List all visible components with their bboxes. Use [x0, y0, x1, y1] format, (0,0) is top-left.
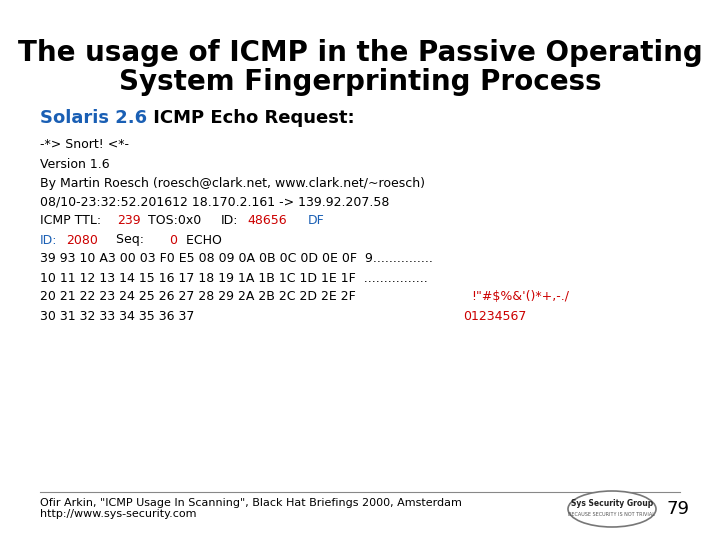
Text: 79: 79	[667, 500, 690, 518]
Text: The usage of ICMP in the Passive Operating: The usage of ICMP in the Passive Operati…	[17, 39, 703, 67]
Text: Solaris 2.6: Solaris 2.6	[40, 109, 147, 127]
Text: ECHO: ECHO	[178, 233, 222, 246]
Text: Ofir Arkin, "ICMP Usage In Scanning", Black Hat Briefings 2000, Amsterdam: Ofir Arkin, "ICMP Usage In Scanning", Bl…	[40, 498, 462, 508]
Text: Sys Security Group: Sys Security Group	[571, 500, 653, 509]
Text: By Martin Roesch (roesch@clark.net, www.clark.net/~roesch): By Martin Roesch (roesch@clark.net, www.…	[40, 177, 425, 190]
Text: 01234567: 01234567	[463, 309, 526, 322]
Text: ID:: ID:	[40, 233, 58, 246]
Text: 08/10-23:32:52.201612 18.170.2.161 -> 139.92.207.58: 08/10-23:32:52.201612 18.170.2.161 -> 13…	[40, 195, 390, 208]
Text: 20 21 22 23 24 25 26 27 28 29 2A 2B 2C 2D 2E 2F: 20 21 22 23 24 25 26 27 28 29 2A 2B 2C 2…	[40, 291, 368, 303]
Ellipse shape	[568, 491, 656, 527]
Text: 0: 0	[169, 233, 177, 246]
Text: BECAUSE SECURITY IS NOT TRIVIAL: BECAUSE SECURITY IS NOT TRIVIAL	[569, 511, 655, 516]
Text: 39 93 10 A3 00 03 F0 E5 08 09 0A 0B 0C 0D 0E 0F  9...............: 39 93 10 A3 00 03 F0 E5 08 09 0A 0B 0C 0…	[40, 253, 433, 266]
Text: ICMP TTL:: ICMP TTL:	[40, 214, 101, 227]
Text: 239: 239	[117, 214, 141, 227]
Text: ID:: ID:	[221, 214, 238, 227]
Text: Version 1.6: Version 1.6	[40, 158, 109, 171]
Text: DF: DF	[307, 214, 324, 227]
Text: Seq:: Seq:	[100, 233, 145, 246]
Text: 10 11 12 13 14 15 16 17 18 19 1A 1B 1C 1D 1E 1F  ................: 10 11 12 13 14 15 16 17 18 19 1A 1B 1C 1…	[40, 272, 428, 285]
Text: 30 31 32 33 34 35 36 37: 30 31 32 33 34 35 36 37	[40, 309, 298, 322]
Text: http://www.sys-security.com: http://www.sys-security.com	[40, 509, 197, 519]
Text: !"#$%&'()*+,-./: !"#$%&'()*+,-./	[472, 291, 570, 303]
Text: ICMP Echo Request:: ICMP Echo Request:	[147, 109, 355, 127]
Text: System Fingerprinting Process: System Fingerprinting Process	[119, 68, 601, 96]
Text: 48656: 48656	[247, 214, 287, 227]
Text: -*> Snort! <*-: -*> Snort! <*-	[40, 138, 129, 152]
Text: TOS:0x0: TOS:0x0	[143, 214, 204, 227]
Text: 2080: 2080	[66, 233, 98, 246]
